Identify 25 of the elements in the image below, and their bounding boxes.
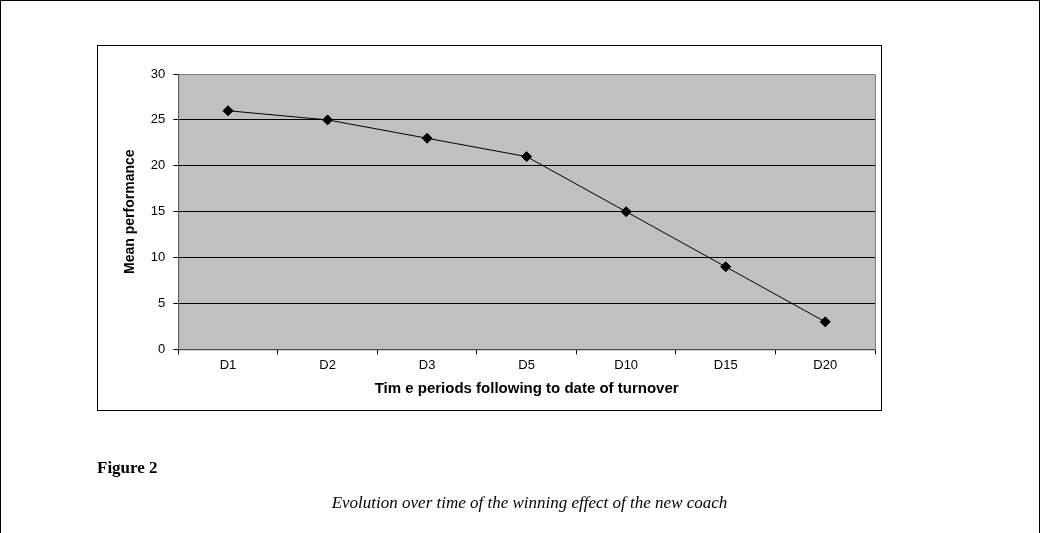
y-tick-label: 20 bbox=[150, 157, 166, 173]
y-tick-label: 0 bbox=[158, 340, 166, 356]
x-tick-label: D5 bbox=[518, 356, 535, 372]
caption: Figure 2 bbox=[97, 458, 158, 478]
x-tick-label: D15 bbox=[713, 356, 738, 372]
x-tick-label: D2 bbox=[319, 356, 336, 372]
x-tick-label: D10 bbox=[614, 356, 639, 372]
y-tick-label: 25 bbox=[150, 111, 166, 127]
point bbox=[222, 105, 234, 117]
y-axis-title: Mean performance bbox=[121, 149, 138, 274]
x-axis-title: Tim e periods following to date of turnover bbox=[374, 379, 679, 397]
x-tick-label: D1 bbox=[219, 356, 237, 372]
x-tick-label: D20 bbox=[813, 356, 838, 372]
point bbox=[322, 114, 334, 126]
y-tick-label: 5 bbox=[158, 295, 166, 311]
y-tick-label: 30 bbox=[150, 65, 166, 81]
y-tick-label: 10 bbox=[150, 249, 166, 265]
point bbox=[521, 151, 533, 163]
point bbox=[720, 261, 732, 273]
point bbox=[819, 316, 831, 328]
y-tick-label: 15 bbox=[150, 203, 166, 219]
text: Evolution over time of the winning effect of the new coach bbox=[330, 493, 729, 513]
x-tick-label: D3 bbox=[418, 356, 436, 372]
point bbox=[620, 206, 632, 218]
point bbox=[421, 132, 433, 144]
